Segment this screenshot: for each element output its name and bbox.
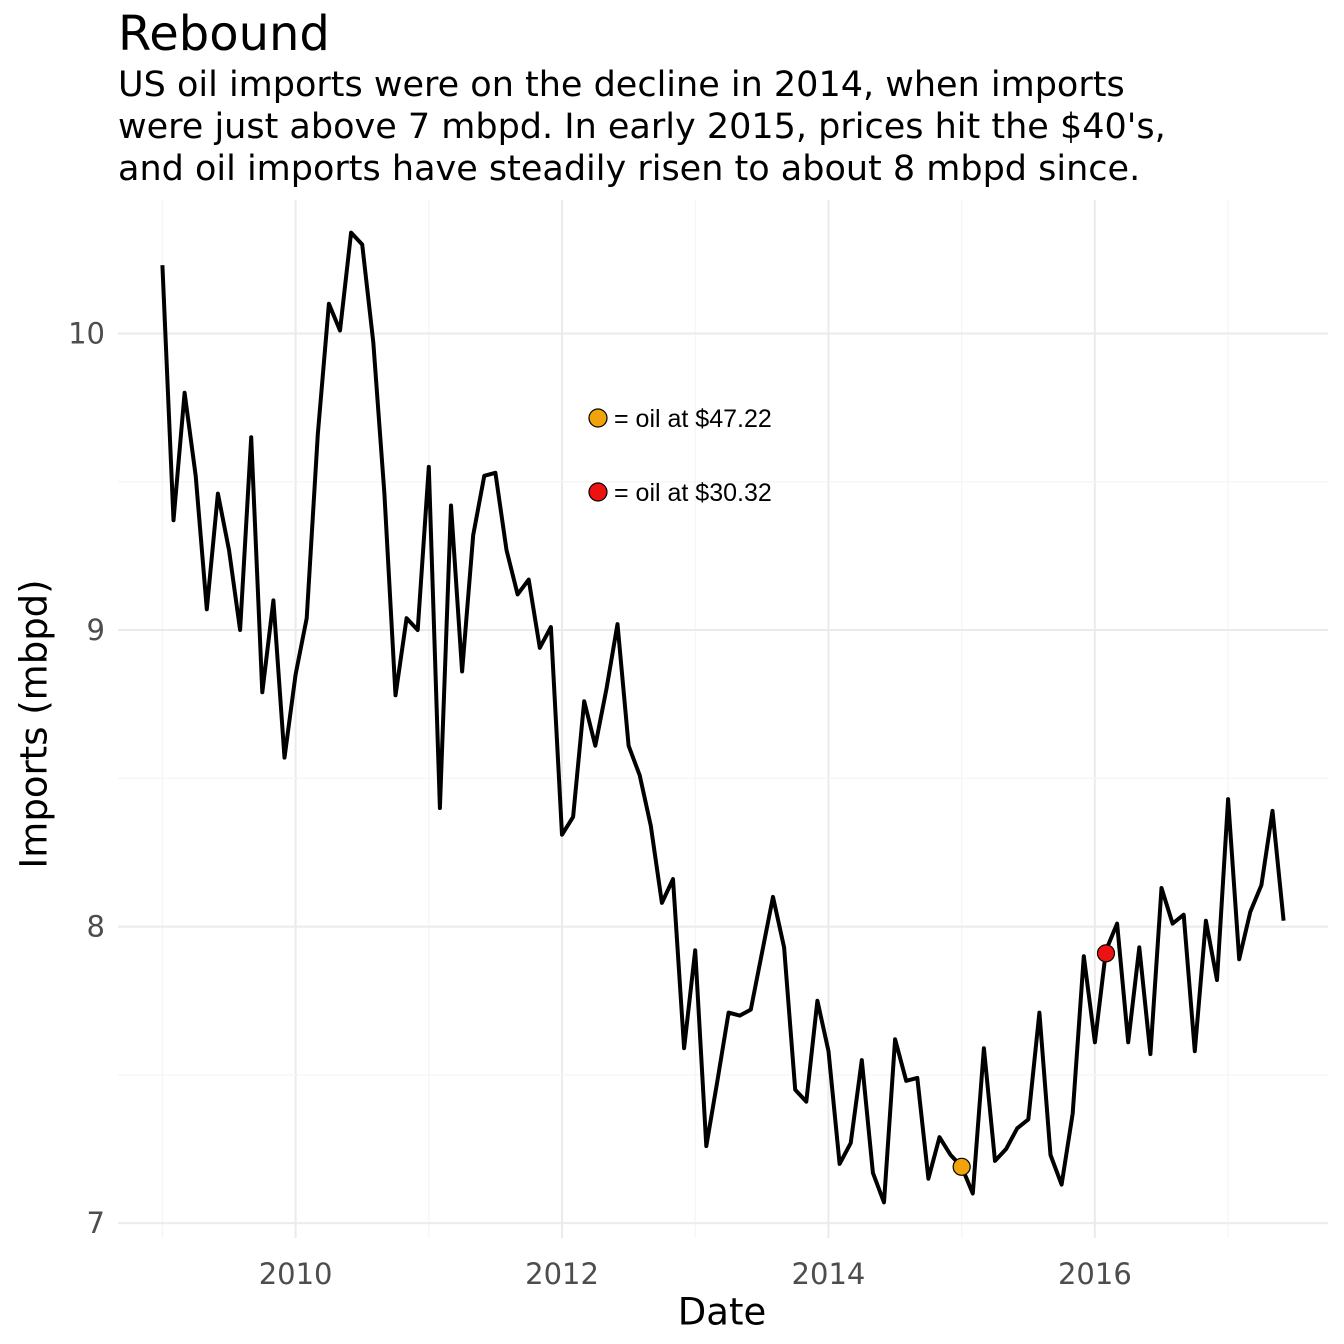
chart-title: Rebound: [118, 6, 330, 62]
series-line: [160, 230, 1286, 1205]
grid-lines: [118, 200, 1328, 1238]
legend-marker-2: [588, 482, 608, 502]
y-tick-label: 8: [87, 910, 105, 944]
legend: = oil at $47.22 = oil at $30.32: [588, 405, 772, 507]
chart-subtitle: US oil imports were on the decline in 20…: [118, 64, 1318, 190]
legend-label-2: = oil at $30.32: [614, 479, 772, 507]
highlight-point-1: [952, 1157, 971, 1176]
series-group: [160, 230, 1286, 1205]
x-axis-title: Date: [677, 1290, 767, 1334]
y-tick-label: 9: [87, 613, 105, 647]
legend-marker-1: [588, 408, 608, 428]
x-tick-label: 2010: [259, 1257, 333, 1291]
x-tick-label: 2012: [525, 1257, 599, 1291]
y-axis-title: Imports (mbpd): [12, 579, 56, 869]
legend-label-1: = oil at $47.22: [614, 405, 772, 433]
y-tick-label: 7: [87, 1206, 105, 1240]
x-tick-label: 2016: [1058, 1257, 1132, 1291]
subtitle-line-3: and oil imports have steadily risen to a…: [118, 149, 1141, 189]
x-tick-label: 2014: [792, 1257, 866, 1291]
tick-labels: 2010 2012 2014 2016 7 8 9 10: [68, 316, 1132, 1291]
highlight-point-2: [1096, 944, 1116, 963]
subtitle-line-1: US oil imports were on the decline in 20…: [118, 65, 1125, 105]
highlight-points: [952, 944, 1116, 1176]
subtitle-line-2: were just above 7 mbpd. In early 2015, p…: [118, 107, 1166, 147]
y-tick-label: 10: [68, 316, 105, 350]
